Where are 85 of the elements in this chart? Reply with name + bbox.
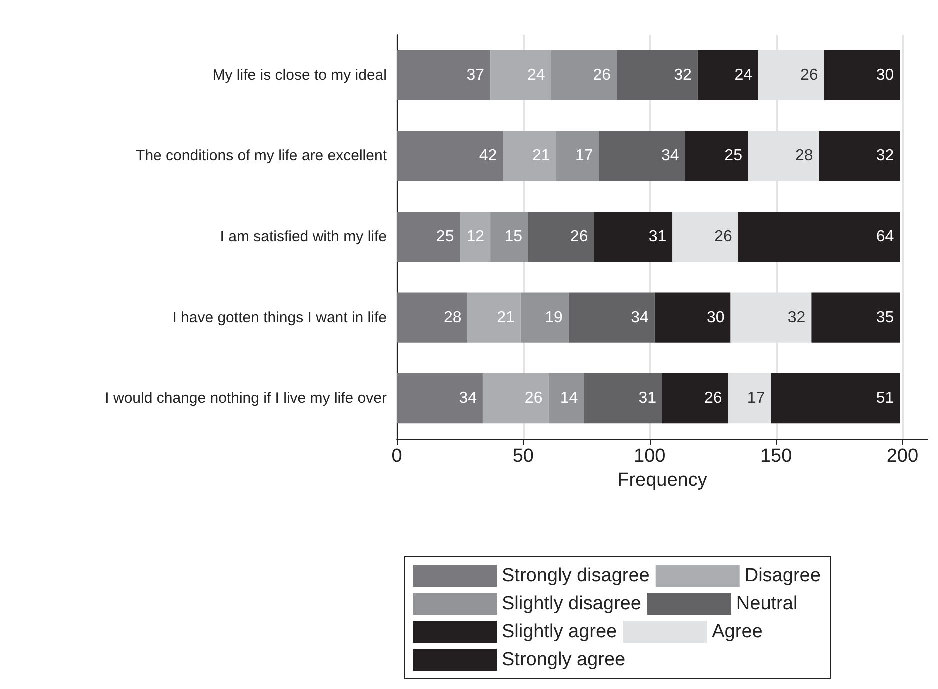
data-label: 26: [704, 390, 722, 408]
data-label: 15: [504, 228, 523, 246]
bar: [616, 50, 698, 100]
legend-label: Disagree: [744, 566, 821, 586]
bar: [662, 374, 728, 424]
y-tick-label: I have gotten things I want in life: [172, 309, 387, 326]
data-label: 64: [876, 228, 894, 246]
data-label: 17: [575, 148, 594, 165]
bar: [594, 212, 673, 262]
legend-label: Strongly agree: [502, 650, 626, 670]
bar: [548, 374, 584, 424]
data-label: 28: [444, 309, 462, 326]
data-label: 12: [466, 228, 485, 246]
y-tick-label: I am satisfied with my life: [220, 228, 387, 246]
data-label: 24: [734, 66, 753, 84]
legend-label: Slightly disagree: [502, 594, 642, 614]
bar: [728, 374, 772, 424]
bar: [672, 212, 738, 262]
bar: [490, 50, 552, 100]
legend-label: Strongly disagree: [502, 566, 650, 586]
data-label: 31: [638, 390, 657, 408]
bar: [819, 131, 900, 182]
bar: [738, 212, 900, 262]
data-label: 30: [876, 66, 894, 84]
bar: [397, 50, 491, 100]
data-label: 26: [800, 66, 818, 84]
bar: [599, 131, 686, 182]
data-label: 21: [497, 309, 515, 326]
bar: [397, 374, 483, 424]
bar: [584, 374, 662, 424]
x-tick-label: 50: [512, 446, 534, 467]
data-label: 24: [527, 66, 546, 84]
x-tick-label: 200: [886, 446, 919, 467]
data-label: 26: [593, 66, 612, 84]
bar: [397, 292, 468, 343]
legend-label: Neutral: [736, 594, 798, 614]
data-label: 42: [479, 148, 498, 165]
data-label: 32: [876, 148, 894, 165]
data-label: 17: [747, 390, 766, 408]
x-axis-title: Frequency: [618, 470, 708, 491]
bar: [556, 131, 600, 182]
data-label: 32: [788, 309, 806, 326]
data-label: 26: [524, 390, 543, 408]
bar: [468, 292, 521, 343]
data-label: 28: [795, 148, 814, 165]
bar: [482, 374, 549, 424]
legend-label: Agree: [712, 622, 763, 642]
data-label: 51: [876, 390, 894, 408]
data-label: 26: [570, 228, 588, 246]
bar: [698, 50, 759, 100]
bar: [397, 212, 460, 262]
data-label: 19: [545, 309, 564, 326]
bar: [490, 212, 528, 262]
bar: [460, 212, 491, 262]
x-tick-label: 0: [392, 446, 402, 467]
bar: [824, 50, 900, 100]
data-label: 25: [436, 228, 454, 246]
y-tick-label: My life is close to my ideal: [212, 66, 387, 84]
data-label: 34: [459, 390, 478, 408]
data-label: 25: [724, 148, 743, 165]
bar: [685, 131, 748, 182]
bar: [520, 292, 569, 343]
y-tick-label: I would change nothing if I live my life over: [105, 390, 387, 408]
data-label: 30: [706, 309, 725, 326]
data-label: 34: [631, 309, 650, 326]
data-label: 37: [466, 66, 485, 84]
bar: [771, 374, 900, 424]
data-label: 32: [674, 66, 692, 84]
data-label: 14: [560, 390, 578, 408]
bar: [654, 292, 731, 343]
data-label: 21: [532, 148, 550, 165]
bar: [568, 292, 655, 343]
data-label: 31: [648, 228, 667, 246]
x-tick-label: 150: [760, 446, 792, 467]
bar: [503, 131, 556, 182]
data-label: 34: [661, 148, 680, 165]
x-tick-label: 100: [634, 446, 666, 467]
y-tick-label: The conditions of my life are excellent: [136, 148, 388, 165]
bar: [551, 50, 617, 100]
bar: [528, 212, 594, 262]
legend-label: Slightly agree: [502, 622, 618, 642]
bar: [812, 292, 900, 343]
data-label: 35: [876, 309, 894, 326]
data-label: 26: [714, 228, 732, 246]
bar: [397, 131, 504, 182]
